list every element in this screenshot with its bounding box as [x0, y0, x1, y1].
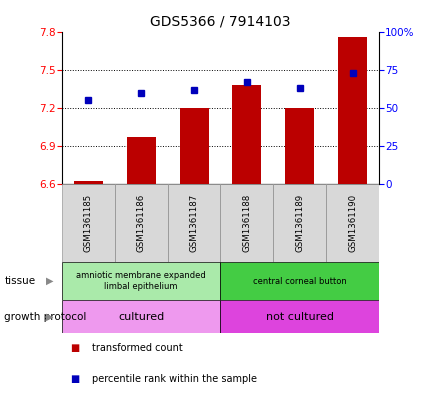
Bar — [220, 300, 378, 333]
Bar — [114, 184, 167, 262]
Text: percentile rank within the sample: percentile rank within the sample — [92, 374, 257, 384]
Bar — [62, 300, 220, 333]
Bar — [179, 108, 208, 184]
Text: ▶: ▶ — [46, 276, 53, 286]
Text: central corneal button: central corneal button — [252, 277, 346, 285]
Text: ▶: ▶ — [46, 312, 53, 321]
Text: GSM1361185: GSM1361185 — [84, 194, 93, 252]
Bar — [285, 108, 313, 184]
Bar — [62, 262, 220, 300]
Bar — [126, 137, 155, 184]
Text: ■: ■ — [71, 343, 80, 353]
Bar — [62, 184, 114, 262]
Text: ■: ■ — [71, 374, 80, 384]
Bar — [220, 184, 273, 262]
Text: GSM1361186: GSM1361186 — [136, 194, 145, 252]
Text: not cultured: not cultured — [265, 312, 333, 321]
Bar — [167, 184, 220, 262]
Text: tissue: tissue — [4, 276, 35, 286]
Bar — [273, 184, 326, 262]
Text: amniotic membrane expanded
limbal epithelium: amniotic membrane expanded limbal epithe… — [76, 271, 206, 291]
Title: GDS5366 / 7914103: GDS5366 / 7914103 — [150, 14, 290, 28]
Bar — [232, 85, 261, 184]
Bar — [74, 182, 103, 184]
Text: GSM1361188: GSM1361188 — [242, 194, 251, 252]
Text: transformed count: transformed count — [92, 343, 182, 353]
Text: growth protocol: growth protocol — [4, 312, 86, 321]
Text: cultured: cultured — [118, 312, 164, 321]
Bar — [326, 184, 378, 262]
Bar — [337, 37, 366, 184]
Text: GSM1361189: GSM1361189 — [295, 194, 304, 252]
Bar — [220, 262, 378, 300]
Text: GSM1361187: GSM1361187 — [189, 194, 198, 252]
Text: GSM1361190: GSM1361190 — [347, 194, 356, 252]
